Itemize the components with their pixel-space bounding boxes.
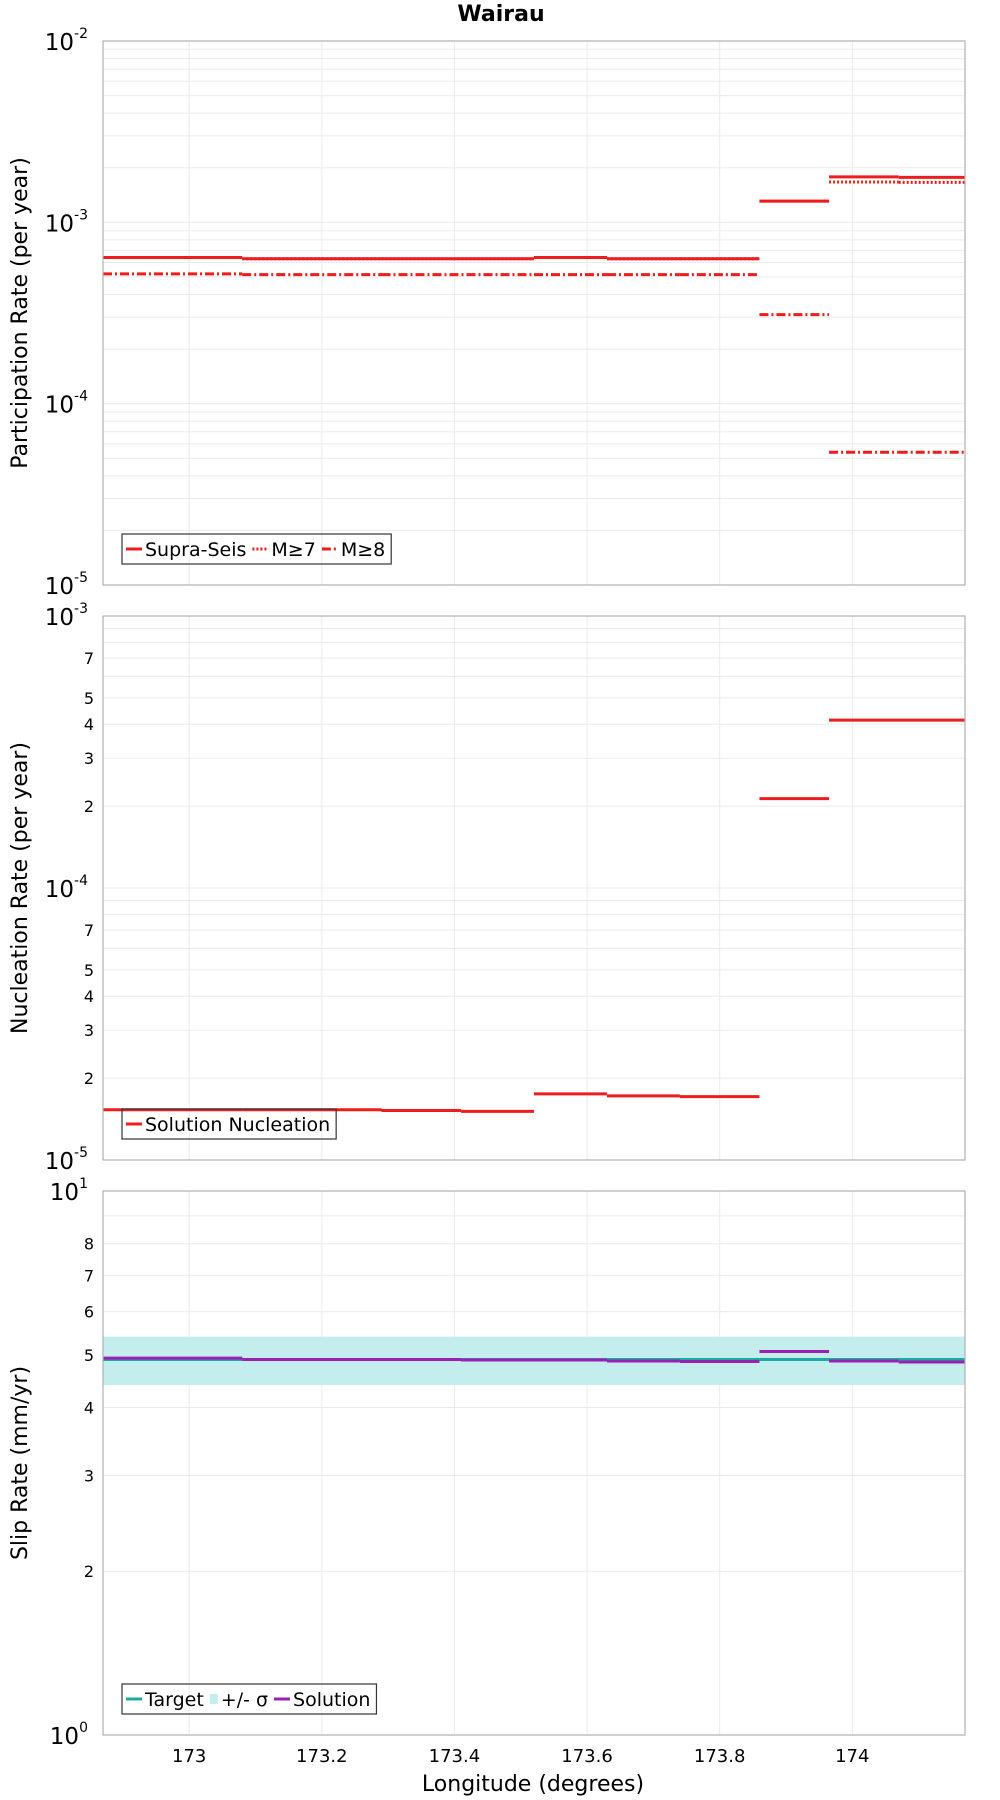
y-minor-tick-label: 7 xyxy=(84,1266,94,1285)
series-solution-nucleation xyxy=(103,718,965,1113)
y-minor-tick-label: 4 xyxy=(84,1398,94,1417)
y-minor-tick-label: 8 xyxy=(84,1235,94,1254)
y-minor-tick-label: 3 xyxy=(84,1466,94,1485)
y-minor-tick-label: 7 xyxy=(84,921,94,940)
y-minor-tick-label: 5 xyxy=(84,961,94,980)
y-minor-tick-label: 2 xyxy=(84,797,94,816)
x-tick-label: 173.8 xyxy=(694,1746,746,1767)
legend-label: +/- σ xyxy=(221,1689,268,1711)
legend-box xyxy=(121,533,392,565)
y-tick-label: 10-4 xyxy=(45,873,88,903)
y-tick-label: 10-5 xyxy=(45,570,88,600)
x-tick-labels: 173 173.2 173.4 173.6 173.8 174 xyxy=(172,1746,869,1767)
y-minor-tick-label: 5 xyxy=(84,1346,94,1365)
figure-title: Wairau xyxy=(457,2,544,27)
x-tick-label: 173.2 xyxy=(296,1746,348,1767)
legend: Supra-Seis M≥7 M≥8 xyxy=(121,533,392,565)
y-tick-label: 10-4 xyxy=(45,389,88,419)
y-minor-tick-label: 5 xyxy=(84,689,94,708)
y-minor-tick-label: 3 xyxy=(84,749,94,768)
y-axis-label: Nucleation Rate (per year) xyxy=(8,742,33,1034)
y-tick-label: 10-2 xyxy=(45,26,88,56)
panel-2: 10-3 10-4 10-5 7 5 4 3 2 7 5 4 3 2 Nucleation Rate (p… xyxy=(8,601,966,1175)
y-minor-tick-label: 3 xyxy=(84,1021,94,1040)
legend-label: M≥7 xyxy=(271,539,315,561)
y-tick-label: 10-3 xyxy=(45,207,88,237)
legend-label: Supra-Seis xyxy=(145,539,246,561)
y-axis-label: Participation Rate (per year) xyxy=(8,157,33,469)
series-supra-seis xyxy=(103,175,965,261)
legend: Solution Nucleation xyxy=(121,1108,337,1140)
x-tick-label: 173 xyxy=(172,1746,206,1767)
x-tick-label: 173.6 xyxy=(561,1746,613,1767)
legend-label: Target xyxy=(144,1689,204,1711)
series-m-7 xyxy=(103,180,965,261)
y-tick-label: 101 xyxy=(50,1176,88,1206)
legend-box xyxy=(121,1108,337,1140)
y-minor-tick-label: 4 xyxy=(84,987,94,1006)
y-tick-label: 10-5 xyxy=(45,1145,88,1175)
panel-1: 10-2 10-3 10-4 10-5 Participation Rate (per … xyxy=(8,26,966,600)
legend-label: Solution xyxy=(293,1689,370,1711)
x-axis-label: Longitude (degrees) xyxy=(422,1772,644,1797)
y-minor-tick-label: 2 xyxy=(84,1562,94,1581)
y-tick-label: 10-3 xyxy=(45,601,88,631)
series-m-8 xyxy=(103,272,965,454)
legend-box xyxy=(121,1683,378,1715)
x-tick-label: 173.4 xyxy=(429,1746,481,1767)
y-axis-label: Slip Rate (mm/yr) xyxy=(8,1366,33,1560)
y-minor-tick-label: 2 xyxy=(84,1069,94,1088)
y-tick-label: 100 xyxy=(50,1720,88,1750)
legend-swatch xyxy=(209,1694,218,1704)
legend: Target +/- σ Solution xyxy=(121,1683,378,1715)
y-minor-tick-label: 6 xyxy=(84,1303,94,1322)
y-minor-tick-label: 4 xyxy=(84,715,94,734)
plot-frame xyxy=(102,615,966,1161)
panel-3: 101 100 8 7 6 5 4 3 2 Slip Rate (mm/yr) Target +/- … xyxy=(8,1176,966,1750)
y-minor-tick-label: 7 xyxy=(84,649,94,668)
series-solution xyxy=(103,1349,965,1364)
x-tick-label: 174 xyxy=(835,1746,869,1767)
legend-label: Solution Nucleation xyxy=(145,1114,330,1136)
plot-frame xyxy=(102,1190,966,1736)
plot-frame xyxy=(102,40,966,586)
legend-label: M≥8 xyxy=(341,539,385,561)
